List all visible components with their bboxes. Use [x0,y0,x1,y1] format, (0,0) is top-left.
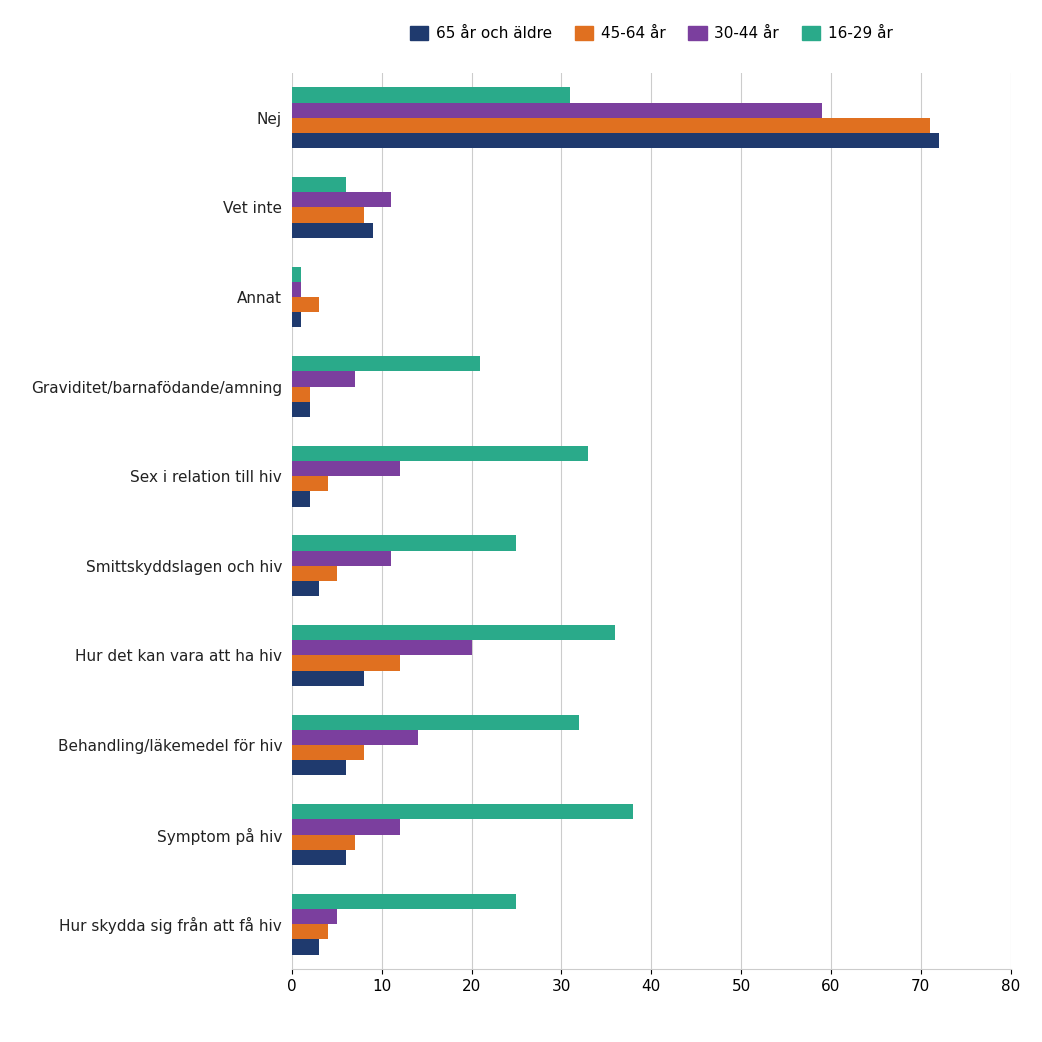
Bar [292,476,328,492]
Bar [292,223,373,238]
Bar [292,297,319,313]
Bar [292,894,517,909]
Bar [292,835,354,850]
Bar [292,102,822,118]
Bar [292,492,309,506]
Bar [292,745,364,761]
Bar [292,371,354,387]
Bar [292,581,319,596]
Bar [292,804,634,819]
Bar [292,281,301,297]
Bar [292,761,346,775]
Bar [292,550,391,566]
Bar [292,715,579,729]
Bar [292,267,301,281]
Bar [292,207,364,223]
Bar [292,387,309,402]
Bar [292,461,400,476]
Bar [292,924,328,940]
Bar [292,88,570,102]
Legend: 65 år och äldre, 45-64 år, 30-44 år, 16-29 år: 65 år och äldre, 45-64 år, 30-44 år, 16-… [403,20,899,47]
Bar [292,313,301,327]
Bar [292,536,517,550]
Bar [292,177,346,192]
Bar [292,850,346,865]
Bar [292,192,391,207]
Bar [292,356,480,371]
Bar [292,566,337,581]
Bar [292,625,616,640]
Bar [292,940,319,954]
Bar [292,729,418,745]
Bar [292,819,400,835]
Bar [292,118,929,133]
Bar [292,640,472,655]
Bar [292,909,337,924]
Bar [292,133,939,148]
Bar [292,402,309,417]
Bar [292,655,400,671]
Bar [292,446,589,461]
Bar [292,671,364,686]
